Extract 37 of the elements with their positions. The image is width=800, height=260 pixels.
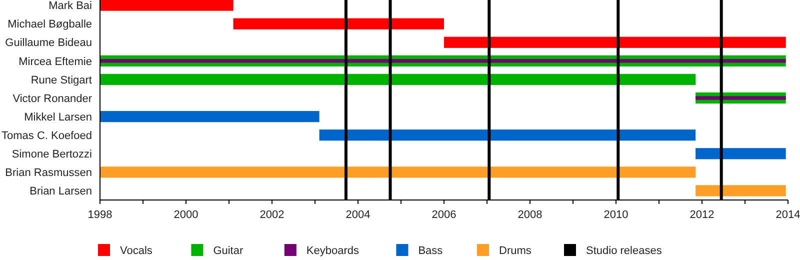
x-tick-label: 1998 [88,209,112,221]
y-tick-label: Michael Bøgballe [8,18,92,31]
x-tick-label: 2008 [518,209,542,221]
x-tick-label: 2010 [604,209,628,221]
y-tick-label: Mikkel Larsen [24,111,92,124]
y-tick-label: Simone Bertozzi [12,148,92,160]
y-tick-label: Mircea Eftemie [18,56,92,68]
y-tick-label: Guillaume Bideau [5,37,92,50]
legend-label: Studio releases [586,244,662,257]
legend-label: Drums [499,244,532,257]
y-tick-label: Rune Stigart [30,74,92,86]
x-tick-label: 2004 [346,209,370,221]
legend-label: Vocals [120,244,153,257]
x-tick-label: 2012 [690,209,714,221]
bar [696,96,786,100]
bar [100,166,696,178]
bar [233,18,444,30]
x-tick-label: 2002 [260,209,284,221]
bar [696,185,786,196]
y-tick-label: Victor Ronander [12,92,92,105]
x-tick-label: 2014 [776,209,800,221]
legend-label: Keyboards [306,244,360,257]
y-tick-label: Brian Rasmussen [5,167,92,180]
y-tick-label: Brian Larsen [30,186,92,198]
y-tick-label: Mark Bai [48,0,92,12]
x-tick-label: 2006 [432,209,456,221]
y-tick-label: Tomas C. Koefoed [2,130,92,142]
x-tick-label: 2000 [174,209,198,221]
bar [100,59,786,63]
legend-label: Guitar [213,244,244,257]
bar [100,0,234,11]
legend-label: Bass [418,244,444,257]
bar [100,74,696,86]
bar [319,130,696,141]
bar [100,110,320,122]
bar [444,36,786,48]
bar [696,148,786,160]
